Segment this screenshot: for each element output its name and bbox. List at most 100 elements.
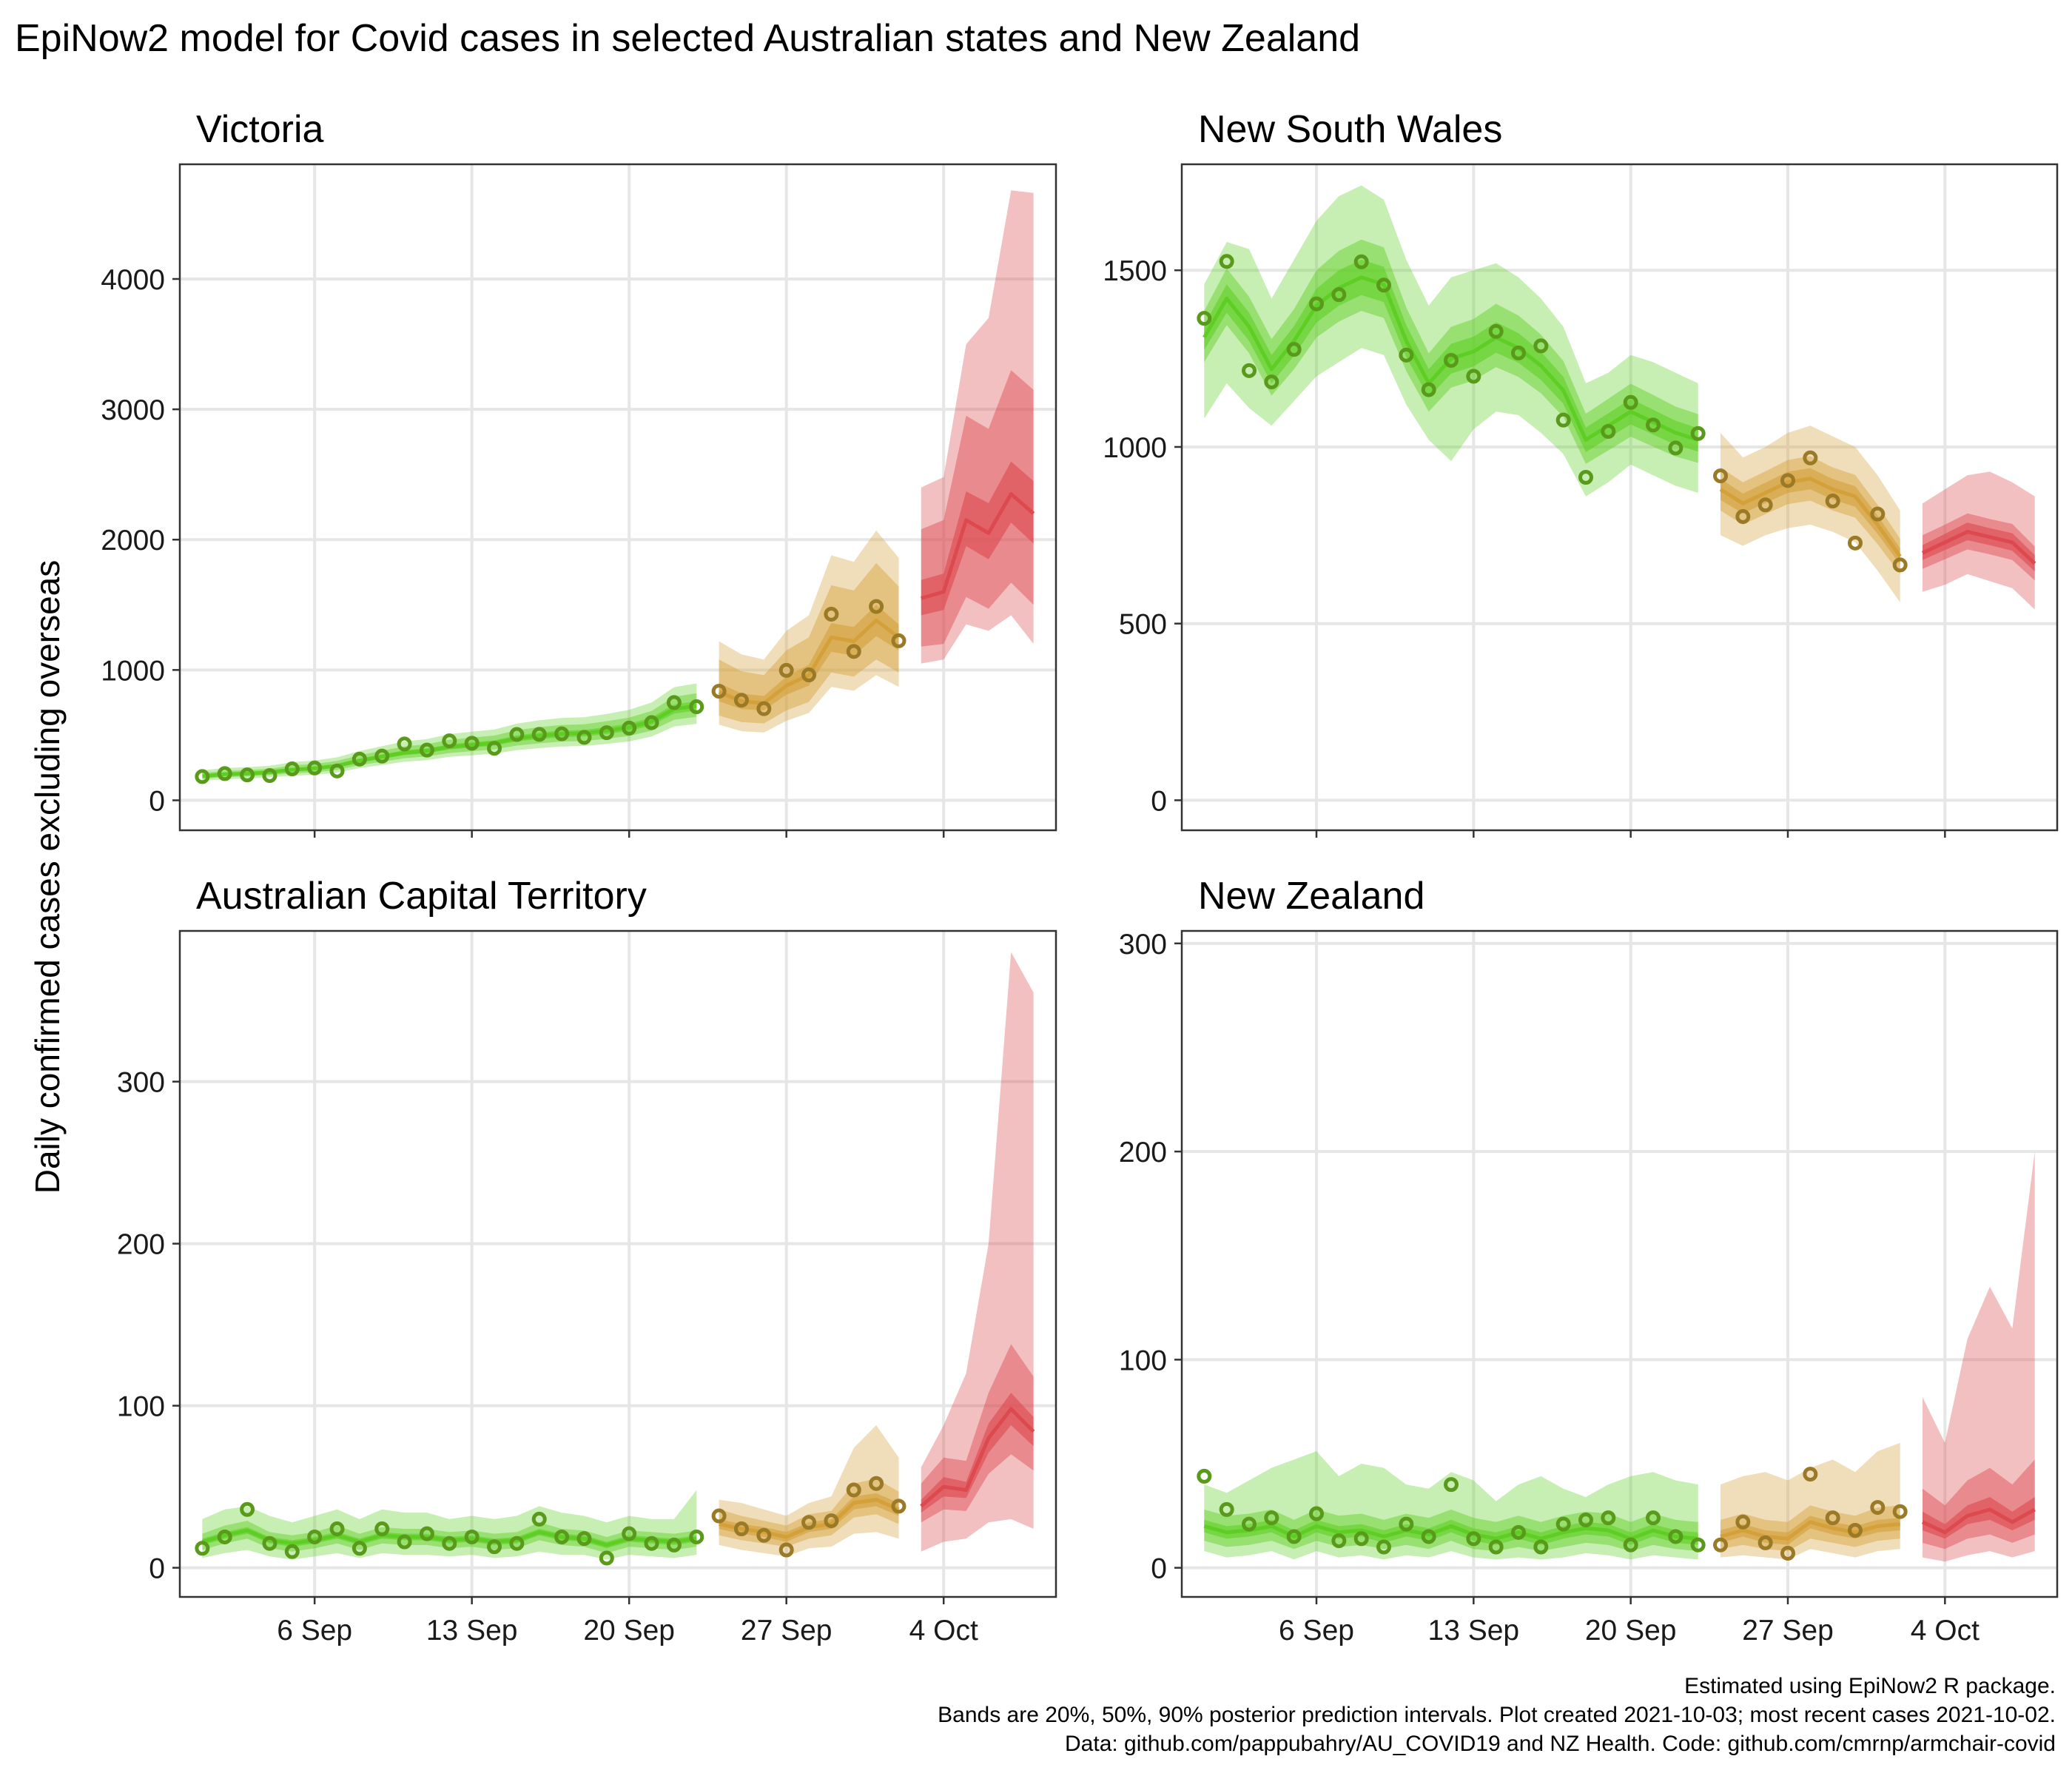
observed-point xyxy=(1870,506,1886,522)
median-line-forecast xyxy=(921,492,1035,600)
y-tick-label: 200 xyxy=(117,1229,165,1261)
observed-point xyxy=(329,1521,345,1537)
observed-point xyxy=(531,1511,547,1527)
band-90-estimate_partial xyxy=(719,1424,899,1557)
observed-point xyxy=(1264,1510,1279,1526)
observed-point xyxy=(1646,1510,1661,1526)
observed-point xyxy=(464,736,480,751)
band-90-forecast xyxy=(1923,1151,2035,1562)
observed-point xyxy=(1668,1529,1684,1544)
x-tick-label: 13 Sep xyxy=(1428,1615,1520,1646)
observed-point xyxy=(1578,1512,1593,1527)
observed-point xyxy=(666,1537,682,1553)
observed-point xyxy=(1353,254,1369,269)
observed-point xyxy=(1848,1523,1863,1538)
observed-point xyxy=(397,736,412,752)
x-tick-label: 6 Sep xyxy=(277,1615,352,1646)
median-line-estimate xyxy=(1203,1524,1698,1541)
observed-point xyxy=(509,727,525,742)
y-tick-label: 1000 xyxy=(1103,432,1167,464)
band-20-estimate_partial xyxy=(719,605,899,710)
observed-point xyxy=(733,693,749,708)
panel-border xyxy=(1180,163,2059,832)
observed-point xyxy=(1623,394,1638,410)
observed-point xyxy=(1399,347,1414,363)
observed-point xyxy=(1892,1504,1908,1519)
observed-point xyxy=(1735,1514,1751,1530)
observed-point xyxy=(374,748,390,764)
panel-title: New Zealand xyxy=(1198,875,1424,918)
band-50-forecast xyxy=(1923,513,2035,581)
x-tick-label: 6 Sep xyxy=(1279,1615,1354,1646)
observed-point xyxy=(778,1542,794,1558)
y-tick-label: 500 xyxy=(1119,609,1167,641)
observed-point xyxy=(846,1482,861,1498)
observed-point xyxy=(711,1508,727,1524)
x-tick-label: 4 Oct xyxy=(1911,1615,1980,1646)
y-tick-label: 100 xyxy=(1119,1345,1167,1376)
observed-point xyxy=(1242,1516,1257,1532)
x-tick-label: 4 Oct xyxy=(909,1615,978,1646)
observed-point xyxy=(666,695,682,710)
observed-point xyxy=(576,1531,592,1547)
panel-1: New South Wales 0 500 1000 1500 xyxy=(1103,108,2059,838)
observed-point xyxy=(622,720,637,736)
observed-point xyxy=(531,727,547,742)
observed-point xyxy=(1444,352,1459,368)
observed-point xyxy=(1578,470,1593,485)
observed-point xyxy=(1870,1500,1886,1516)
y-tick-label: 0 xyxy=(149,785,165,817)
panel-title: Victoria xyxy=(196,108,324,151)
y-tick-label: 2000 xyxy=(101,525,165,556)
observed-point xyxy=(442,733,457,749)
observed-point xyxy=(869,599,884,614)
observed-point xyxy=(711,684,727,699)
observed-point xyxy=(307,760,323,776)
observed-point xyxy=(397,1534,412,1550)
observed-point xyxy=(1421,1529,1436,1544)
observed-point xyxy=(622,1526,637,1541)
band-90-estimate xyxy=(202,1490,697,1560)
observed-point xyxy=(352,1541,367,1556)
observed-point xyxy=(891,1498,906,1514)
panel-3: New Zealand 0 100 200 300 6 Sep 13 Sep 20 Sep 27… xyxy=(1119,875,2059,1646)
observed-point xyxy=(307,1529,323,1544)
observed-point xyxy=(1421,382,1436,397)
y-tick-label: 1500 xyxy=(1103,255,1167,287)
observed-point xyxy=(240,767,255,783)
observed-point xyxy=(733,1521,749,1537)
caption-line-2: Bands are 20%, 50%, 90% posterior predic… xyxy=(938,1703,2056,1727)
observed-point xyxy=(1713,1537,1728,1553)
observed-point xyxy=(1780,473,1795,488)
observed-point xyxy=(1219,254,1234,269)
x-tick-label: 20 Sep xyxy=(583,1615,675,1646)
median-line-forecast xyxy=(920,1407,1035,1508)
observed-point xyxy=(1533,338,1549,354)
observed-point xyxy=(756,701,772,716)
caption-line-3: Data: github.com/pappubahry/AU_COVID19 a… xyxy=(1065,1732,2056,1756)
observed-point xyxy=(1264,374,1279,390)
band-20-forecast xyxy=(921,1393,1034,1513)
observed-point xyxy=(1601,1510,1616,1526)
y-tick-label: 0 xyxy=(149,1553,165,1585)
observed-point xyxy=(1668,440,1684,456)
x-tick-label: 27 Sep xyxy=(1742,1615,1834,1646)
observed-point xyxy=(801,1515,817,1530)
observed-point xyxy=(509,1536,525,1551)
observed-point xyxy=(487,741,502,756)
observed-point xyxy=(1197,1468,1212,1484)
band-20-estimate xyxy=(1204,1519,1698,1545)
median-line-estimate_partial xyxy=(1720,1520,1900,1541)
median-line-estimate_partial xyxy=(718,618,901,705)
observed-point xyxy=(195,1541,210,1556)
observed-point xyxy=(824,606,839,622)
observed-point xyxy=(352,751,367,767)
observed-point xyxy=(1735,509,1751,525)
observed-point xyxy=(1488,1539,1504,1555)
median-line-estimate xyxy=(1202,275,1699,442)
observed-point xyxy=(689,699,704,715)
observed-point xyxy=(1848,535,1863,551)
x-tick-label: 27 Sep xyxy=(741,1615,832,1646)
band-20-forecast xyxy=(1923,522,2035,571)
observed-point xyxy=(1219,1501,1234,1517)
